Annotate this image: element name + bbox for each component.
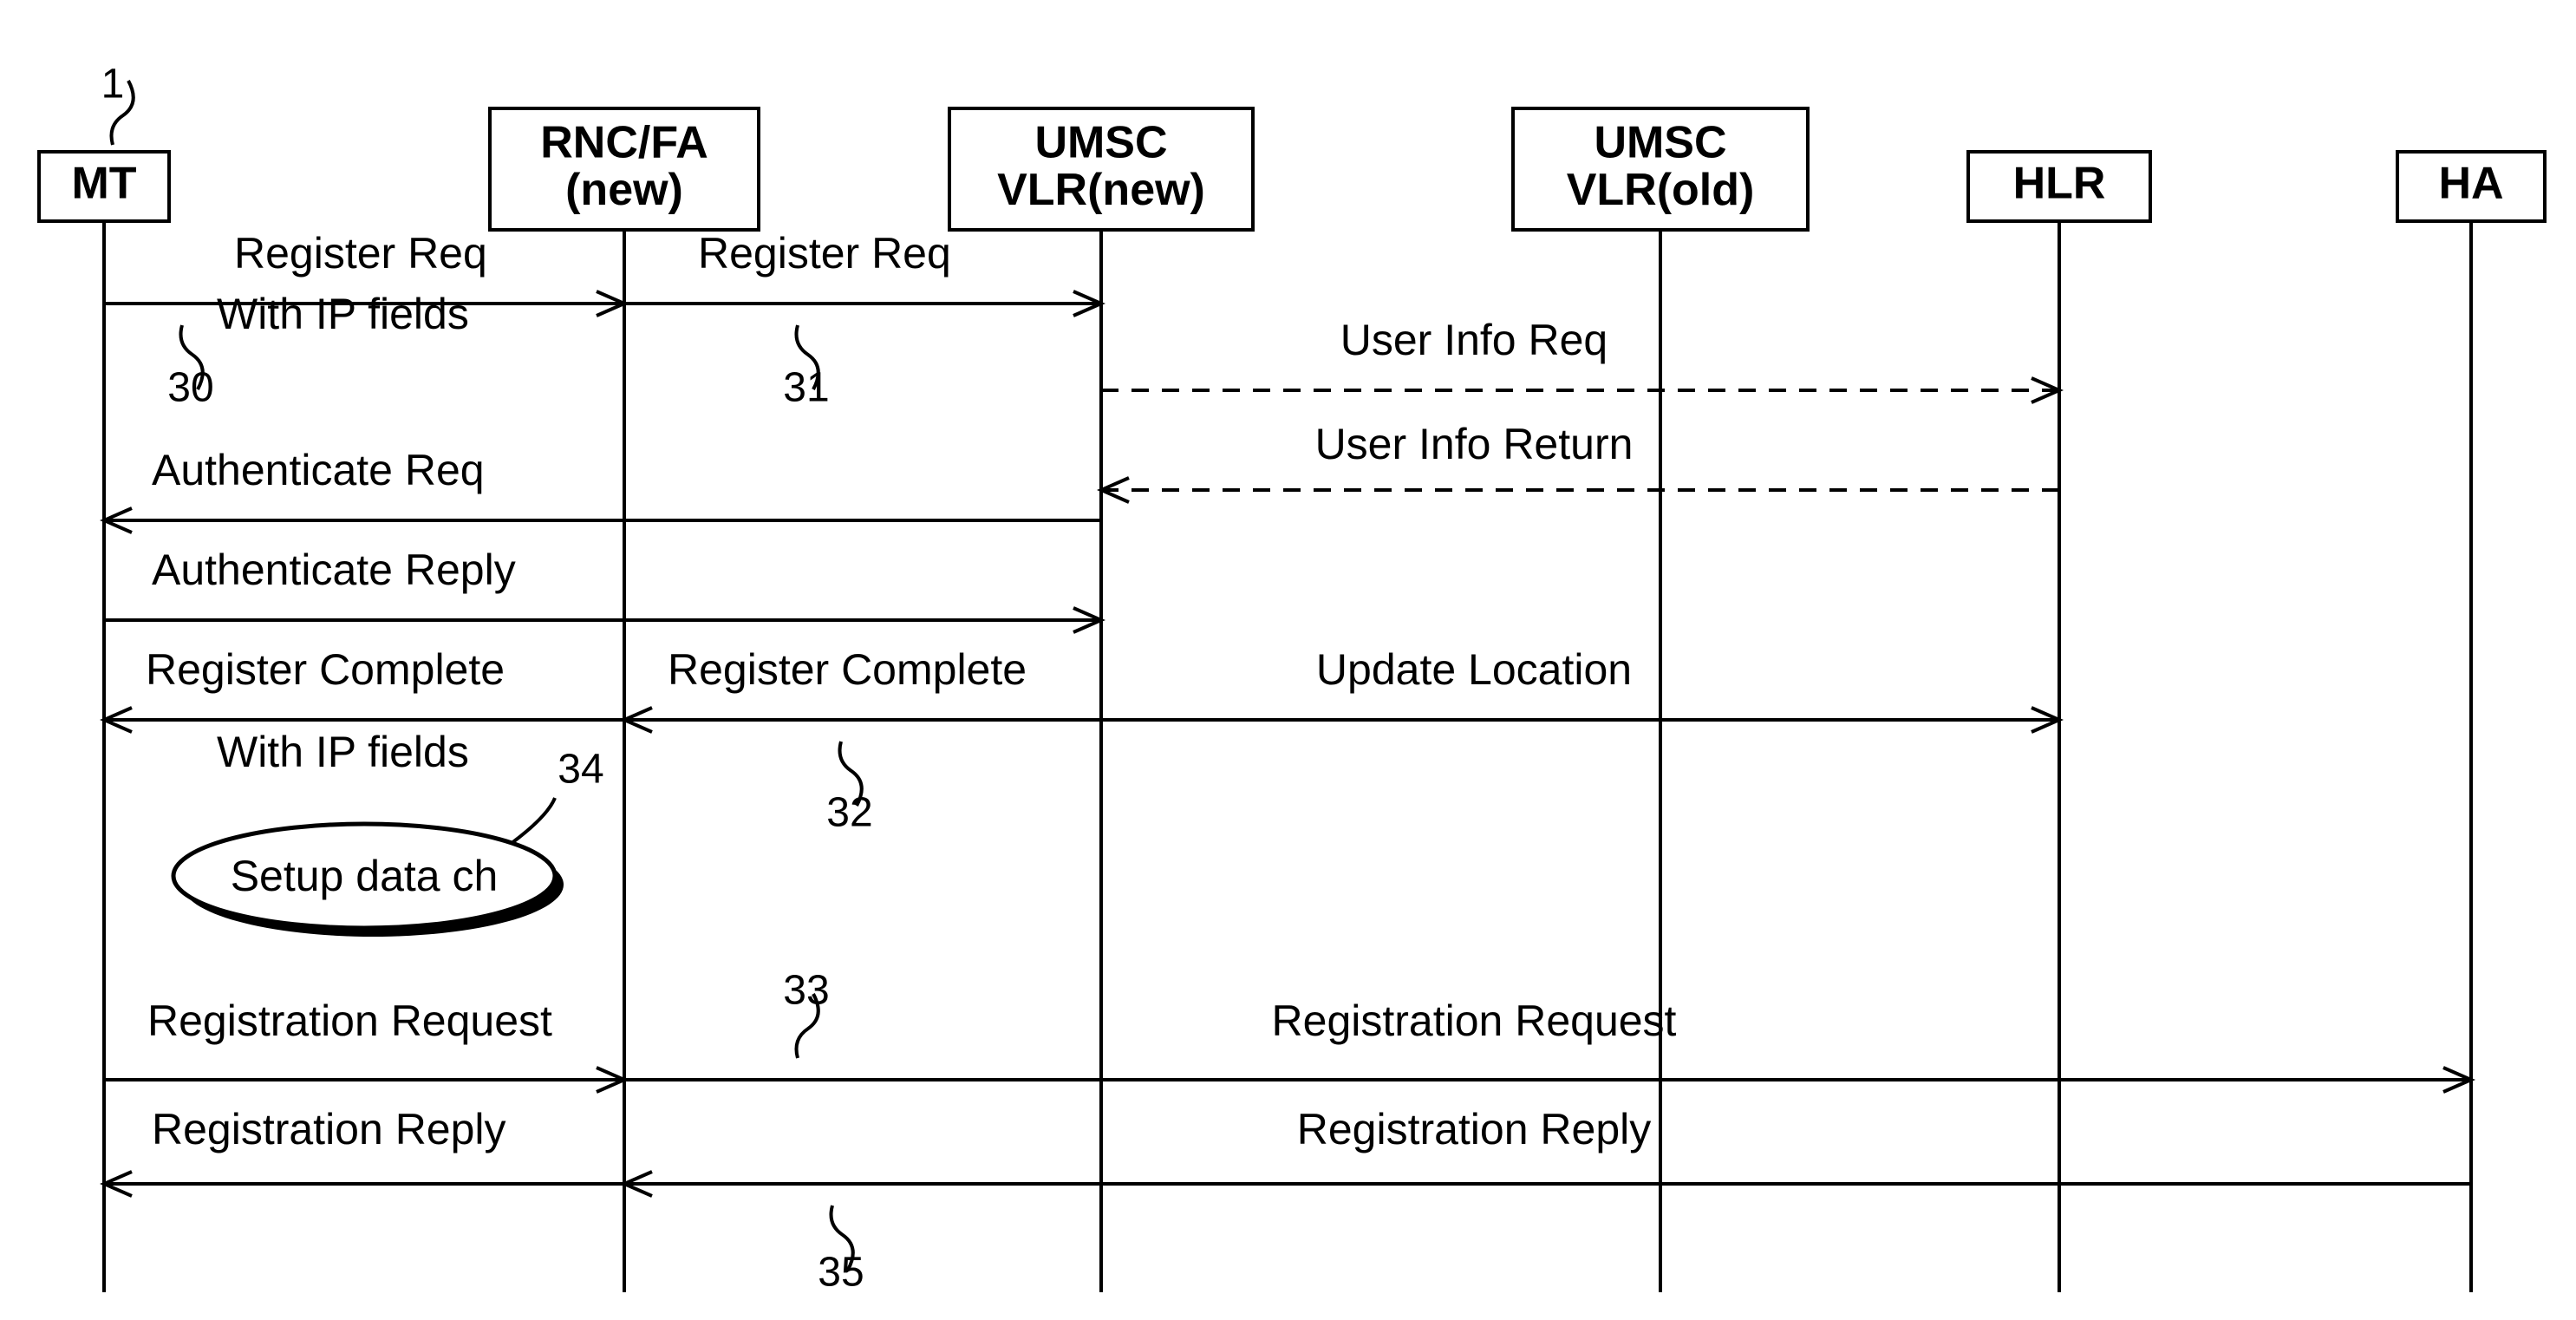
message-0-sublabel: With IP fields — [217, 290, 469, 338]
sequence-diagram: 1MTRNC/FA(new)UMSCVLR(new)UMSCVLR(old)HL… — [17, 17, 2576, 1303]
participant-rnc-label: (new) — [565, 165, 683, 215]
note-0-ref: 34 — [558, 747, 603, 793]
message-11-label: Registration Reply — [152, 1105, 506, 1153]
message-9-ref-above: 33 — [783, 968, 829, 1014]
participant-rnc-label: RNC/FA — [540, 117, 708, 167]
participant-tick-label: 1 — [101, 62, 125, 108]
message-6-label: Register Complete — [146, 645, 505, 694]
message-1-ref: 31 — [783, 365, 829, 411]
message-12-label: Registration Reply — [1297, 1105, 1652, 1153]
participant-hlr-label: HLR — [2013, 159, 2106, 209]
note-0-lead — [513, 798, 555, 842]
participant-vlr_old-label: VLR(old) — [1567, 165, 1755, 215]
message-0-label: Register Req — [234, 229, 487, 278]
message-8-label: Update Location — [1316, 645, 1632, 694]
message-1-label: Register Req — [698, 229, 951, 278]
participant-mt-label: MT — [71, 159, 136, 209]
participant-vlr_new-label: VLR(new) — [997, 165, 1205, 215]
message-2-label: User Info Req — [1340, 316, 1608, 364]
participant-vlr_old-label: UMSC — [1594, 117, 1726, 167]
participant-vlr_new-label: UMSC — [1034, 117, 1167, 167]
message-4-label: Authenticate Req — [152, 446, 485, 494]
note-0-text: Setup data ch — [231, 852, 499, 900]
message-10-label: Registration Request — [1272, 997, 1677, 1045]
message-6-sublabel: With IP fields — [217, 728, 469, 776]
participant-ha-label: HA — [2438, 159, 2503, 209]
message-9-label: Registration Request — [147, 997, 552, 1045]
message-3-label: User Info Return — [1315, 420, 1634, 468]
message-5-label: Authenticate Reply — [152, 546, 516, 594]
message-7-ref: 32 — [826, 790, 872, 836]
message-7-label: Register Complete — [668, 645, 1027, 694]
message-0-ref: 30 — [167, 365, 213, 411]
message-12-ref: 35 — [818, 1250, 864, 1296]
